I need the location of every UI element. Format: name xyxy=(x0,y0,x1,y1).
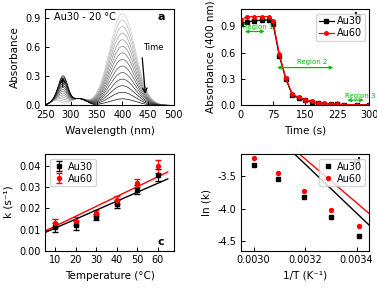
Au30 xyxy=(322,102,327,105)
Au60 xyxy=(239,18,243,22)
Text: Region 1: Region 1 xyxy=(243,24,273,30)
Au30 xyxy=(245,20,250,24)
Au60 xyxy=(267,15,271,18)
Au60 xyxy=(252,157,257,160)
X-axis label: 1/T (K⁻¹): 1/T (K⁻¹) xyxy=(283,271,327,281)
Au60 xyxy=(260,15,265,18)
Au60 xyxy=(329,102,333,106)
Au60 xyxy=(302,190,306,193)
Line: Au30: Au30 xyxy=(253,163,377,243)
Au30 xyxy=(354,103,359,107)
Au30 xyxy=(316,101,320,105)
Au30 xyxy=(357,234,362,237)
Text: Region 2: Region 2 xyxy=(297,59,328,65)
Au60 xyxy=(277,53,282,56)
Y-axis label: ln (k): ln (k) xyxy=(202,189,211,216)
Text: a: a xyxy=(157,12,165,22)
Legend: Au30, Au60: Au30, Au60 xyxy=(319,159,365,186)
Au60 xyxy=(354,103,359,107)
Y-axis label: k (s⁻¹): k (s⁻¹) xyxy=(3,186,13,219)
Au60 xyxy=(329,208,333,212)
Au60 xyxy=(322,102,327,105)
Au30 xyxy=(367,103,372,107)
Au30 xyxy=(271,22,275,25)
Text: d: d xyxy=(353,157,361,167)
Text: Time: Time xyxy=(143,43,164,52)
Au30 xyxy=(276,177,280,181)
Text: Region 3: Region 3 xyxy=(345,93,375,99)
Au60 xyxy=(296,96,301,99)
Au60 xyxy=(335,103,340,106)
Au30 xyxy=(251,19,256,23)
Text: b: b xyxy=(353,12,361,22)
Text: c: c xyxy=(157,237,164,247)
Au60 xyxy=(245,15,250,18)
Au60 xyxy=(271,19,275,23)
Au60 xyxy=(342,103,346,106)
Au30 xyxy=(239,22,243,25)
Au30 xyxy=(309,100,314,104)
Text: Au30 - 20 °C: Au30 - 20 °C xyxy=(54,12,116,22)
Y-axis label: Absorbance: Absorbance xyxy=(9,26,20,88)
Au30 xyxy=(277,54,282,58)
Legend: Au30, Au60: Au30, Au60 xyxy=(50,159,96,186)
Au60 xyxy=(357,224,362,228)
Y-axis label: Absorbance (400 nm): Absorbance (400 nm) xyxy=(205,1,215,113)
Au30 xyxy=(267,18,271,22)
Au60 xyxy=(276,171,280,174)
Line: Au60: Au60 xyxy=(239,15,371,107)
Au30 xyxy=(296,97,301,100)
Au30 xyxy=(302,195,306,199)
Au30 xyxy=(335,103,340,106)
Au30 xyxy=(303,98,307,102)
Au30 xyxy=(329,102,333,106)
Au60 xyxy=(316,101,320,105)
Line: Au60: Au60 xyxy=(253,156,377,232)
Line: Au30: Au30 xyxy=(239,18,371,107)
X-axis label: Time (s): Time (s) xyxy=(284,126,326,136)
Au30 xyxy=(342,103,346,106)
Au60 xyxy=(251,15,256,18)
Au60 xyxy=(284,76,288,80)
Au30 xyxy=(284,77,288,81)
Au30 xyxy=(290,93,294,96)
Au30 xyxy=(260,18,265,22)
Au30 xyxy=(252,163,257,166)
Au60 xyxy=(367,103,372,107)
Au60 xyxy=(303,98,307,101)
X-axis label: Temperature (°C): Temperature (°C) xyxy=(64,271,155,281)
Legend: Au30, Au60: Au30, Au60 xyxy=(316,14,365,41)
Au30 xyxy=(329,215,333,219)
X-axis label: Wavelength (nm): Wavelength (nm) xyxy=(64,126,155,136)
Au60 xyxy=(309,100,314,103)
Au60 xyxy=(290,92,294,96)
